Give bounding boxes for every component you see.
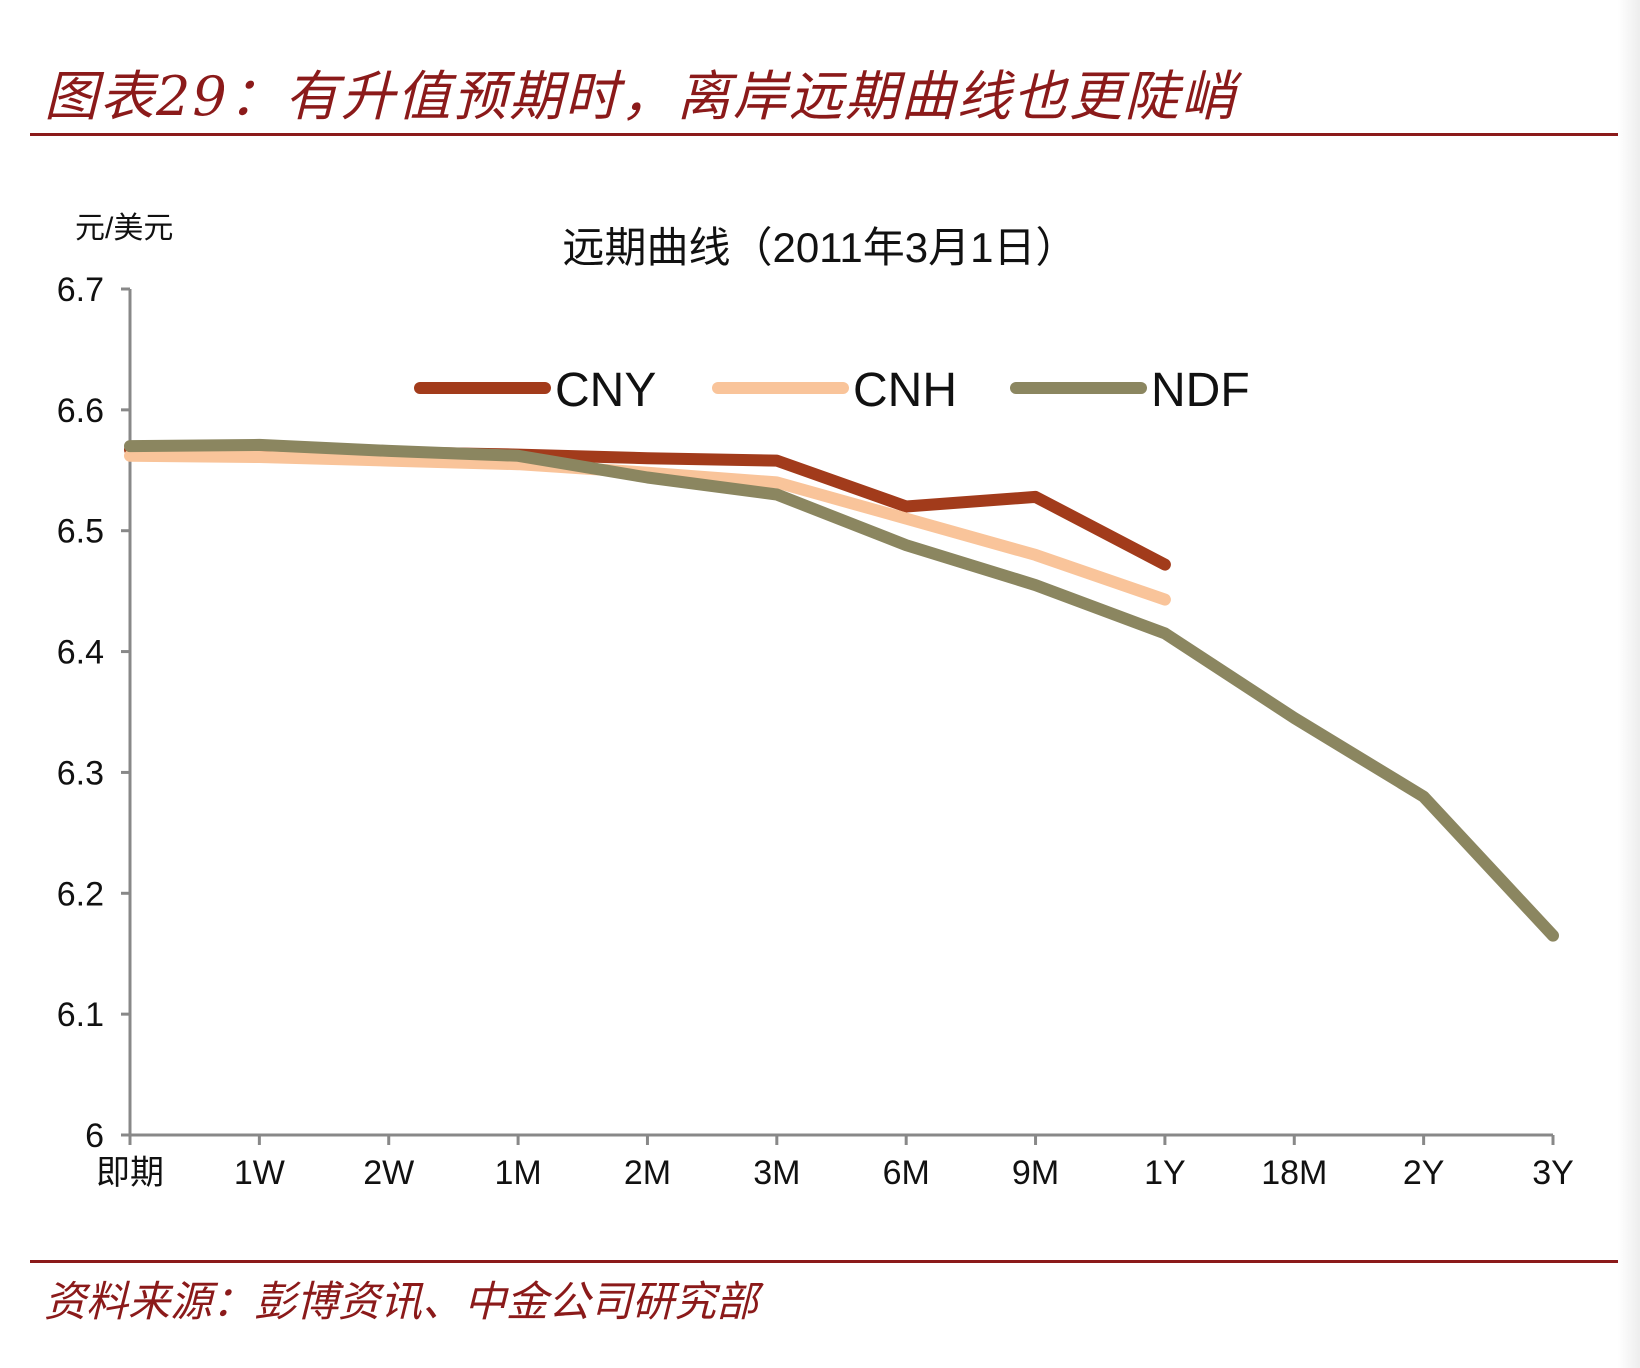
legend-label-ndf: NDF	[1151, 364, 1250, 417]
y-tick-label: 6	[85, 1117, 104, 1155]
title-rule	[30, 133, 1625, 136]
x-tick-label: 1M	[494, 1154, 541, 1192]
series-line-ndf	[124, 438, 1559, 942]
y-tick-label: 6.2	[57, 875, 104, 913]
figure-title: 图表29：有升值预期时，离岸远期曲线也更陡峭	[44, 65, 1237, 128]
y-tick-label: 6.7	[57, 271, 104, 309]
x-tick-label: 3Y	[1532, 1154, 1574, 1192]
x-tick-label: 2W	[363, 1154, 414, 1192]
x-tick-label: 2Y	[1403, 1154, 1445, 1192]
x-tick-label: 9M	[1012, 1154, 1059, 1192]
line-chart: 远期曲线（2011年3月1日） 元/美元 6 6.1 6.2 6.3 6.4 6.5 6.6…	[57, 212, 1574, 1192]
y-tick-label: 6.4	[57, 634, 104, 672]
x-tick-label: 2M	[624, 1154, 671, 1192]
y-tick-label: 6.5	[57, 513, 104, 551]
source-note: 资料来源：彭博资讯、中金公司研究部	[44, 1277, 759, 1326]
x-tick-label: 1Y	[1144, 1154, 1186, 1192]
x-tick-label: 18M	[1261, 1154, 1327, 1192]
legend-label-cny: CNY	[555, 364, 656, 417]
x-tick-label: 3M	[753, 1154, 800, 1192]
source-rule	[30, 1260, 1625, 1263]
legend: CNY CNH NDF	[414, 364, 1250, 417]
y-unit-label: 元/美元	[75, 212, 173, 245]
page-edge-shadow	[1618, 0, 1640, 1368]
chart-title: 远期曲线（2011年3月1日）	[562, 224, 1077, 271]
y-tick-label: 6.6	[57, 392, 104, 430]
axes: 6 6.1 6.2 6.3 6.4 6.5 6.6 6.7 即期 1W 2W 1M 2M 3M 6M 9M 1Y…	[57, 271, 1574, 1192]
series-layer	[124, 438, 1559, 942]
y-tick-label: 6.3	[57, 754, 104, 792]
legend-label-cnh: CNH	[853, 364, 957, 417]
x-tick-label: 6M	[883, 1154, 930, 1192]
x-tick-label: 1W	[234, 1154, 285, 1192]
x-tick-label: 即期	[96, 1154, 164, 1192]
y-tick-label: 6.1	[57, 996, 104, 1034]
